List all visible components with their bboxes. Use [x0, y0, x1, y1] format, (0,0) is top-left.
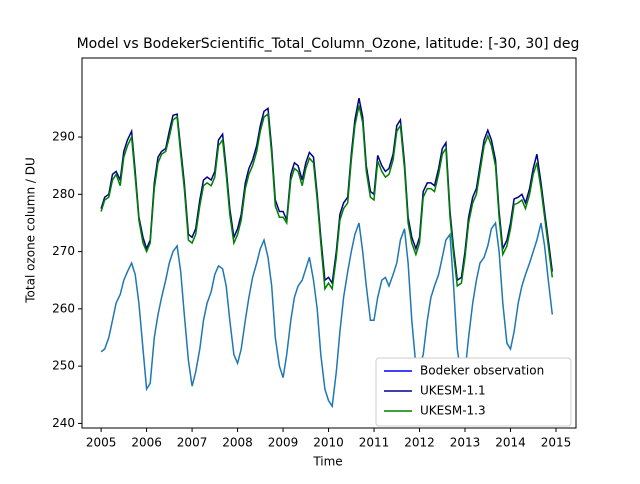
- legend-label: Bodeker observation: [420, 364, 544, 378]
- x-tick-label: 2007: [177, 436, 208, 450]
- y-tick-label: 270: [52, 244, 75, 258]
- x-tick-label: 2010: [313, 436, 344, 450]
- y-tick-label: 260: [52, 301, 75, 315]
- plot-frame: [81, 57, 577, 429]
- legend-label: UKESM-1.1: [420, 384, 486, 398]
- series-line: [100, 105, 554, 292]
- x-tick-label: 2014: [495, 436, 526, 450]
- x-tick-label: 2005: [86, 436, 117, 450]
- y-axis-label: Total ozone column / DU: [24, 157, 38, 304]
- series-line: [100, 221, 554, 409]
- x-axis-label: Time: [312, 455, 342, 469]
- y-tick-label: 280: [52, 187, 75, 201]
- x-tick-label: 2008: [222, 436, 253, 450]
- y-tick-label: 250: [52, 359, 75, 373]
- legend-box: [375, 357, 572, 427]
- series-line: [100, 97, 554, 286]
- x-tick-label: 2015: [541, 436, 572, 450]
- x-tick-label: 2009: [268, 436, 299, 450]
- chart-title: Model vs BodekerScientific_Total_Column_…: [77, 36, 580, 52]
- x-tick-label: 2012: [404, 436, 435, 450]
- y-tick-label: 290: [52, 130, 75, 144]
- x-tick-label: 2011: [359, 436, 390, 450]
- x-tick-label: 2013: [450, 436, 481, 450]
- legend-label: UKESM-1.3: [420, 404, 486, 418]
- y-tick-label: 240: [52, 416, 75, 430]
- x-tick-label: 2006: [131, 436, 162, 450]
